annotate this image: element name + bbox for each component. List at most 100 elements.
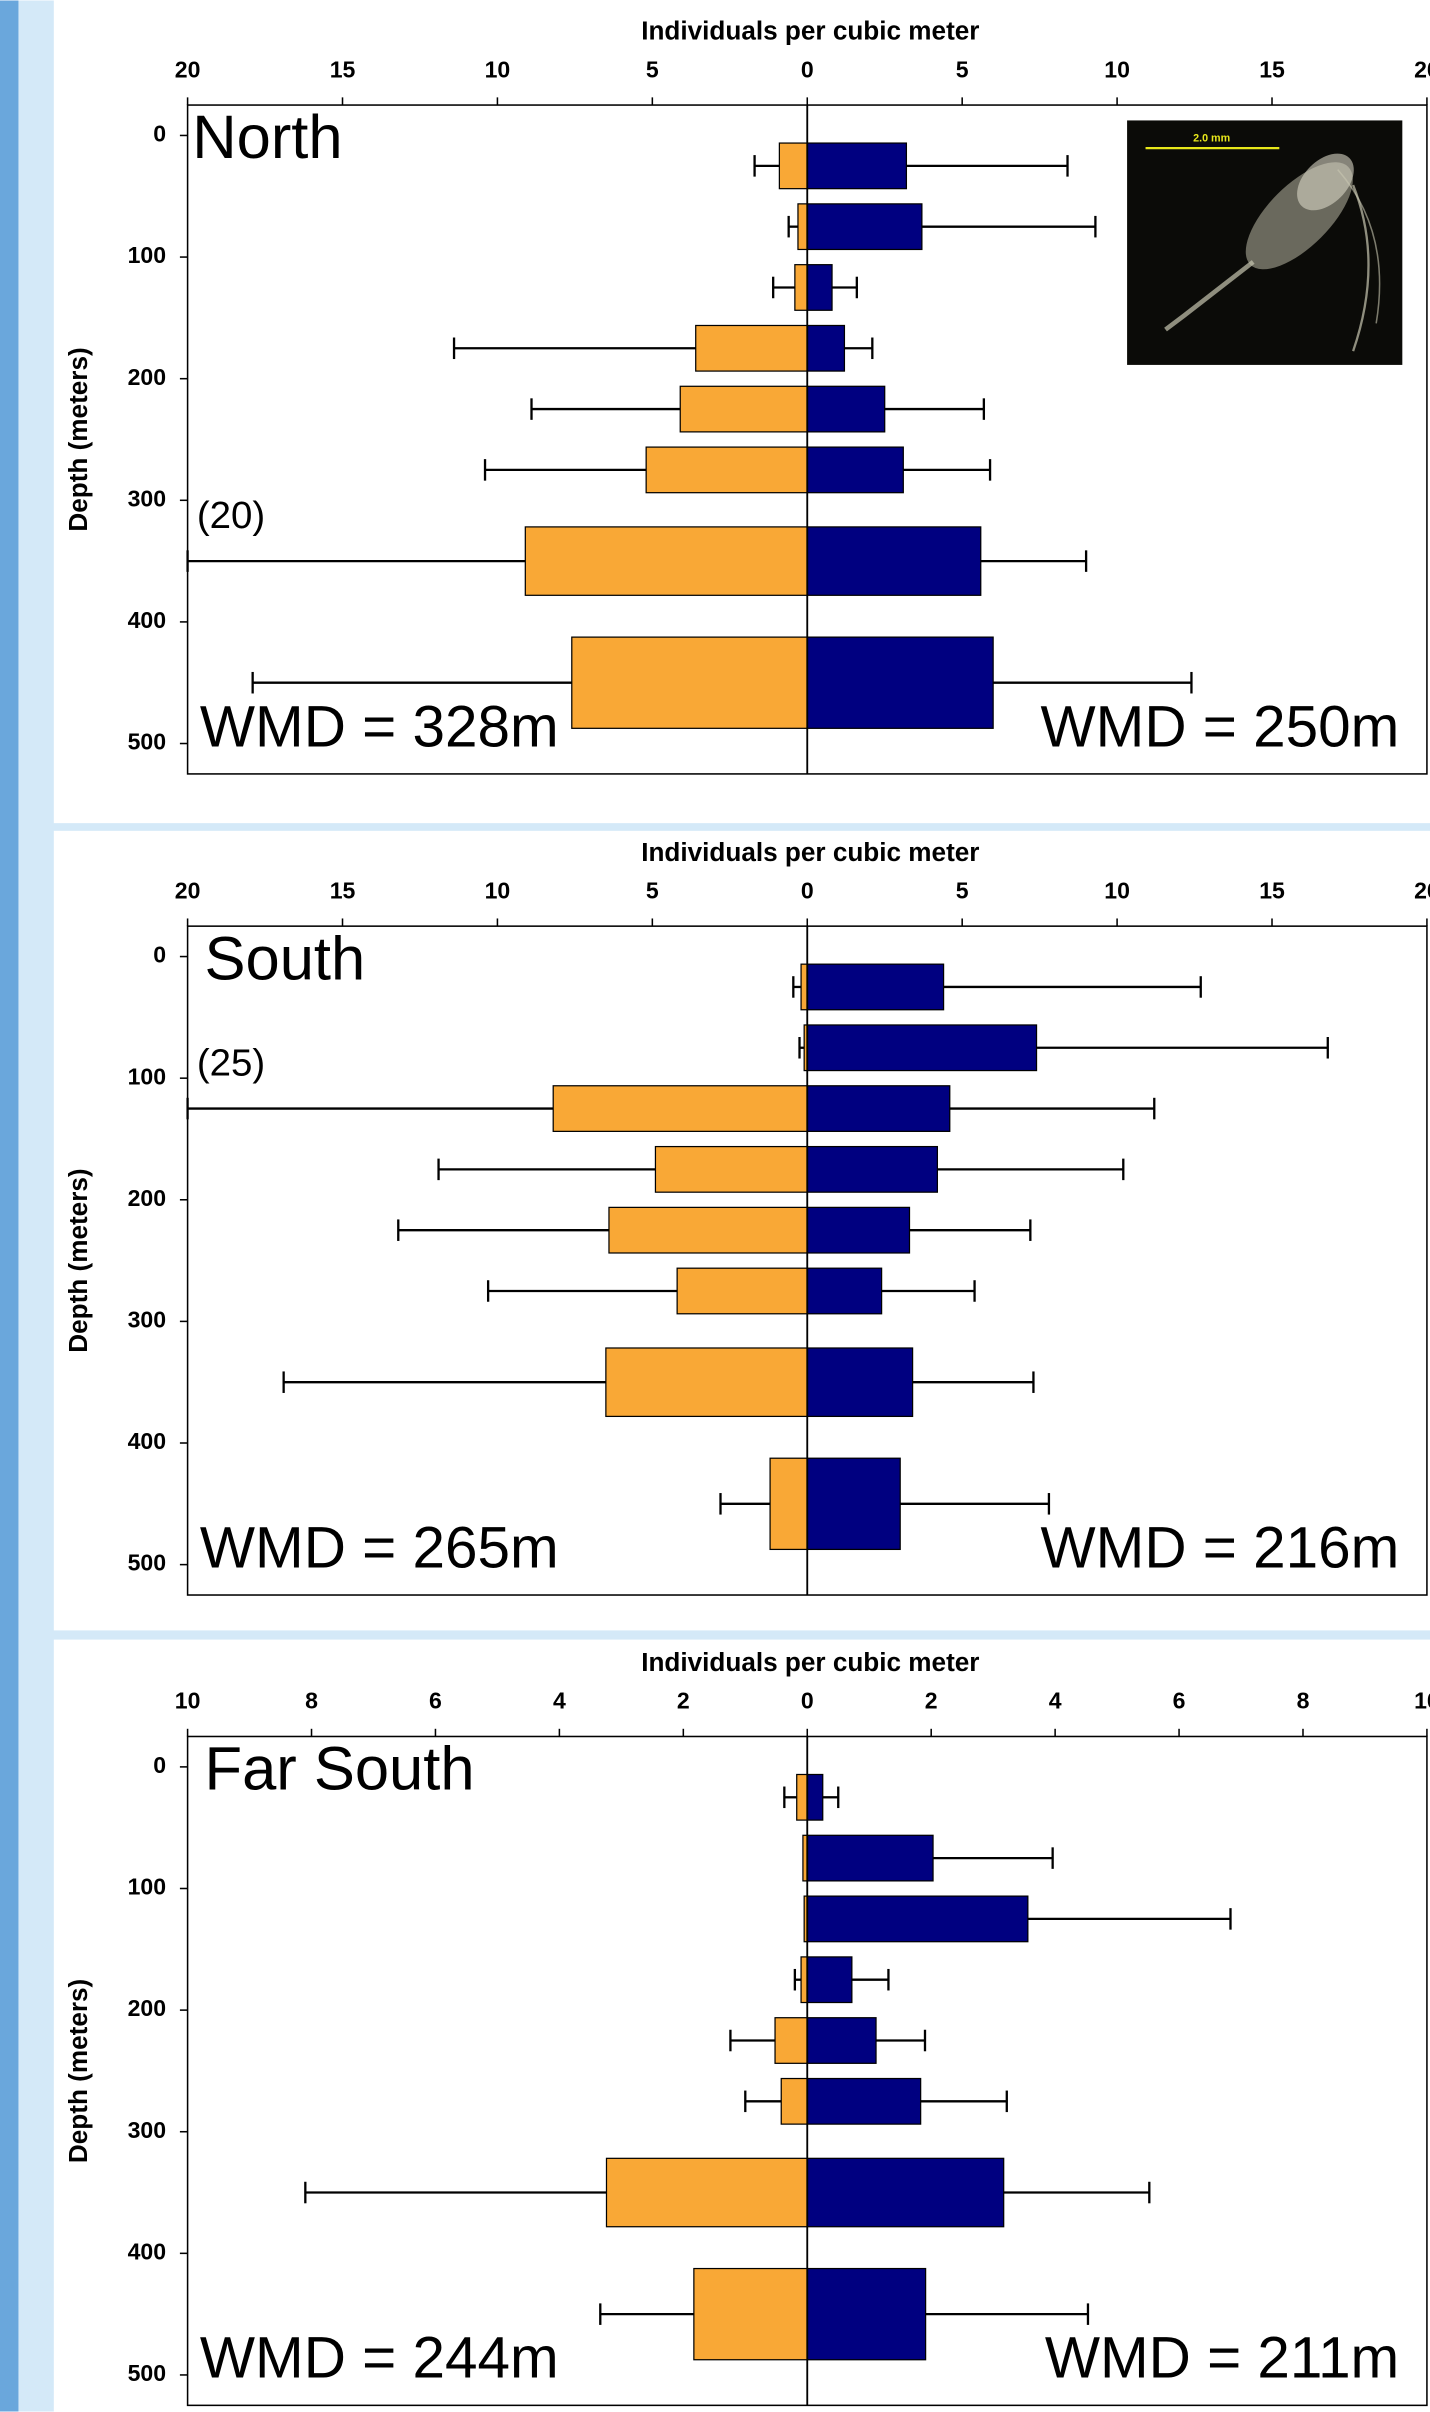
y-tick-label: 200 [128, 1995, 166, 2021]
x-tick-label: 20 [1414, 877, 1430, 903]
bar [775, 2018, 807, 2064]
y-tick-label: 0 [153, 1752, 166, 1778]
x-tick-label: 5 [956, 56, 969, 82]
scale-label: 2.0 mm [1193, 133, 1230, 145]
x-tick-label: 10 [1104, 877, 1130, 903]
bar [798, 204, 807, 250]
bar [807, 1147, 937, 1193]
bar [779, 143, 807, 189]
y-axis-label: Depth (meters) [63, 1979, 93, 2163]
y-tick-label: 100 [128, 1874, 166, 1900]
x-tick-label: 10 [1104, 56, 1130, 82]
wmd-right: WMD = 211m [1045, 2326, 1399, 2391]
y-tick-label: 400 [128, 2238, 166, 2264]
bar [781, 2079, 807, 2125]
inset-photo: 2.0 mm [1127, 120, 1402, 364]
x-tick-label: 4 [553, 1688, 566, 1714]
note: (25) [197, 1042, 265, 1085]
bar [655, 1147, 807, 1193]
x-tick-label: 15 [330, 56, 356, 82]
x-tick-label: 6 [429, 1688, 442, 1714]
x-tick-label: 15 [1259, 877, 1285, 903]
x-tick-label: 8 [305, 1688, 318, 1714]
bar [807, 143, 906, 189]
bar [807, 1268, 881, 1314]
x-tick-label: 6 [1173, 1688, 1186, 1714]
bar [807, 2018, 876, 2064]
x-tick-label: 20 [175, 877, 201, 903]
x-tick-label: 10 [485, 877, 511, 903]
y-axis-label: Depth (meters) [63, 1168, 93, 1352]
bar [807, 2079, 920, 2125]
bar [694, 2269, 807, 2360]
bar [807, 1348, 912, 1416]
y-tick-label: 500 [128, 2360, 166, 2386]
y-tick-label: 300 [128, 2117, 166, 2143]
bar [807, 1774, 822, 1820]
x-axis-label: Individuals per cubic meter [641, 837, 979, 867]
page: Individuals per cubic meter Depth (meters… [0, 0, 1430, 2412]
y-tick-label: 400 [128, 1428, 166, 1454]
y-tick-label: 200 [128, 364, 166, 390]
bar [606, 1348, 807, 1416]
x-tick-label: 8 [1297, 1688, 1310, 1714]
x-tick-label: 0 [801, 56, 814, 82]
bar [807, 1458, 900, 1549]
bar [801, 1957, 807, 2003]
wmd-right: WMD = 250m [1041, 694, 1400, 759]
bar [677, 1268, 807, 1314]
bar [807, 1957, 852, 2003]
bar [807, 1896, 1028, 1942]
x-tick-label: 2 [677, 1688, 690, 1714]
bar [807, 964, 943, 1010]
wmd-right: WMD = 216m [1041, 1515, 1400, 1580]
side-bar [0, 0, 18, 2411]
bar [525, 527, 807, 595]
bar [807, 527, 981, 595]
y-tick-label: 0 [153, 121, 166, 147]
bar [770, 1458, 807, 1549]
bar [606, 2158, 807, 2226]
bar [807, 637, 993, 728]
x-tick-label: 5 [956, 877, 969, 903]
bar [553, 1086, 807, 1132]
wmd-left: WMD = 244m [200, 2326, 559, 2391]
x-axis-label: Individuals per cubic meter [641, 1647, 979, 1677]
bar [807, 2158, 1003, 2226]
x-tick-label: 15 [330, 877, 356, 903]
bar [807, 2269, 925, 2360]
bar [696, 325, 808, 371]
bar [572, 637, 807, 728]
x-tick-label: 5 [646, 877, 659, 903]
x-tick-label: 2 [925, 1688, 938, 1714]
wmd-left: WMD = 328m [200, 694, 559, 759]
bar [646, 447, 807, 493]
x-tick-label: 0 [801, 1688, 814, 1714]
x-tick-label: 20 [175, 56, 201, 82]
x-tick-label: 10 [1414, 1688, 1430, 1714]
wmd-left: WMD = 265m [200, 1515, 559, 1580]
x-tick-label: 15 [1259, 56, 1285, 82]
bar [795, 265, 807, 311]
x-tick-label: 10 [175, 1688, 201, 1714]
x-tick-label: 0 [801, 877, 814, 903]
chart: Individuals per cubic meter Depth (meters… [0, 0, 1430, 2412]
x-axis-label: Individuals per cubic meter [641, 16, 979, 46]
bar [609, 1207, 807, 1253]
y-tick-label: 400 [128, 607, 166, 633]
y-tick-label: 100 [128, 242, 166, 268]
y-tick-label: 500 [128, 729, 166, 755]
y-tick-label: 0 [153, 942, 166, 968]
bar [801, 964, 807, 1010]
bar [807, 1835, 933, 1881]
bar [807, 265, 832, 311]
bar [807, 386, 884, 432]
bar [797, 1774, 808, 1820]
y-tick-label: 500 [128, 1550, 166, 1576]
panel-title: Far South [205, 1735, 475, 1804]
y-tick-label: 200 [128, 1185, 166, 1211]
bar [807, 1086, 950, 1132]
bar [680, 386, 807, 432]
bar [807, 447, 903, 493]
bar [807, 325, 844, 371]
